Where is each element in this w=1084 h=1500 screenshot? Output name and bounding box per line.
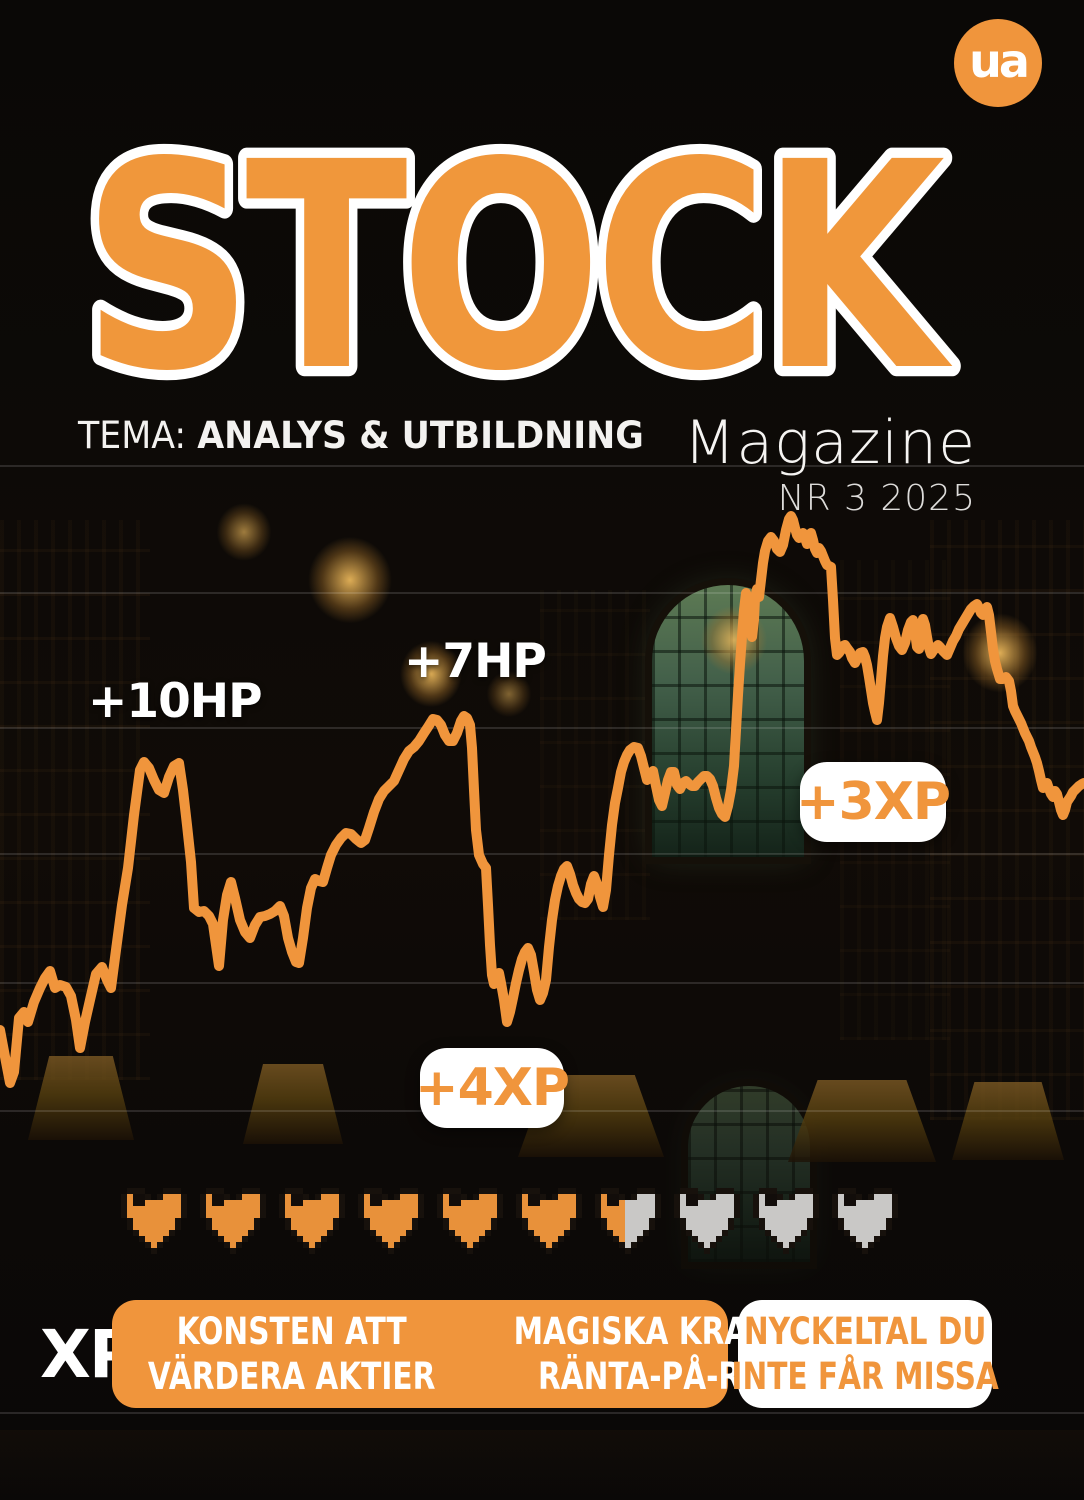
lampshade [243, 1064, 343, 1144]
xp-badge-mid: +4XP [415, 1048, 570, 1128]
theme-line: TEMA: ANALYS & UTBILDNING [78, 414, 644, 457]
health-hearts-row [0, 1188, 1084, 1258]
masthead-title-svg: STOCK [73, 92, 972, 443]
topic-item: KONSTEN ATT VÄRDERA AKTIER [148, 1309, 435, 1399]
heart-full-icon [279, 1188, 345, 1254]
gridline [0, 853, 1084, 855]
topic-line: KONSTEN ATT [176, 1309, 407, 1353]
lamp-glow [388, 628, 474, 720]
heart-half-icon [595, 1188, 661, 1254]
theme-prefix: TEMA: [78, 414, 187, 457]
heart-full-icon [437, 1188, 503, 1254]
topic-line: NYCKELTAL DU [743, 1309, 987, 1353]
gridline [0, 592, 1084, 594]
heart-full-icon [200, 1188, 266, 1254]
issue-number: NR 3 2025 [777, 478, 976, 519]
bookshelf-left [0, 520, 150, 1080]
lamp-glow [292, 520, 408, 640]
gridline [0, 727, 1084, 729]
lamp-glow [478, 662, 540, 726]
heart-empty-icon [674, 1188, 740, 1254]
topic-item: NYCKELTAL DU INTE FÅR MISSA [731, 1309, 998, 1399]
theme-text: ANALYS & UTBILDNING [197, 414, 644, 457]
heart-full-icon [121, 1188, 187, 1254]
lamp-glow [206, 492, 282, 572]
heart-full-icon [516, 1188, 582, 1254]
topics-box-white: NYCKELTAL DU INTE FÅR MISSA [731, 1300, 999, 1408]
lamp-glow [122, 312, 186, 378]
gridline [0, 1412, 1084, 1414]
publisher-logo: ua [954, 19, 1042, 107]
topic-line: VÄRDERA AKTIER [147, 1355, 436, 1398]
hp-label-mid: +7HP [404, 634, 547, 689]
heart-full-icon [358, 1188, 424, 1254]
lampshade [28, 1056, 134, 1140]
page-title: STOCK [82, 101, 954, 433]
heart-empty-icon [753, 1188, 819, 1254]
masthead-subtitle: Magazine [683, 408, 976, 478]
gridline [0, 465, 1084, 467]
publisher-logo-text: ua [969, 34, 1030, 88]
lampshade [788, 1080, 936, 1162]
xp-badge-mid-text: +4XP [415, 1058, 570, 1118]
lamp-glow [688, 592, 780, 688]
heart-empty-icon [832, 1188, 898, 1254]
desk-shadow [0, 1430, 1084, 1500]
xp-badge-right-text: +3XP [796, 772, 951, 832]
topic-line: INTE FÅR MISSA [731, 1355, 999, 1398]
hp-label-left: +10HP [88, 674, 263, 729]
xp-badge-right: +3XP [796, 762, 951, 842]
topics-box-orange: KONSTEN ATT VÄRDERA AKTIER MAGISKA KRAFT… [112, 1300, 854, 1408]
